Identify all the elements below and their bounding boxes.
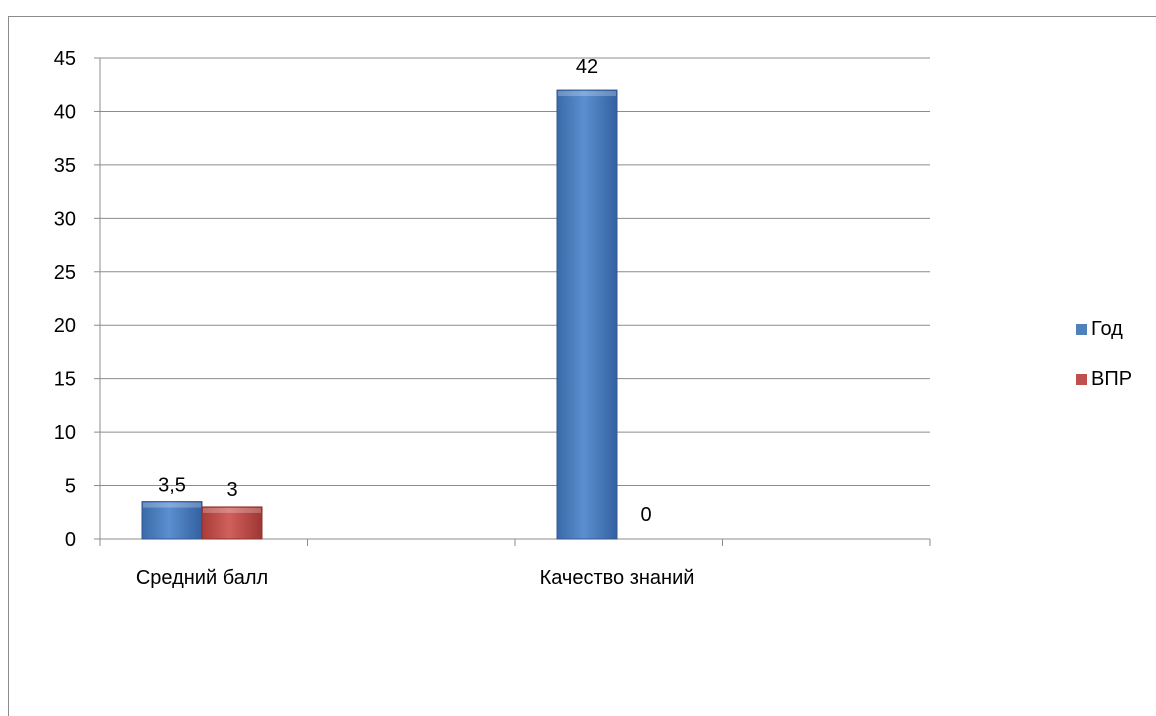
bar-bevel	[203, 507, 261, 513]
data-label: 3	[226, 479, 237, 501]
y-tick-label: 35	[54, 155, 76, 177]
y-tick-label: 10	[54, 422, 76, 444]
legend-swatch-vpr	[1076, 373, 1087, 385]
legend-label-vpr: ВПР	[1091, 367, 1133, 390]
y-tick-label: 25	[54, 262, 76, 284]
bar-god-0	[141, 501, 203, 540]
legend-swatch-god	[1076, 323, 1087, 335]
x-category-label: Средний балл	[136, 567, 268, 589]
y-tick-label: 0	[65, 529, 76, 551]
y-tick-label: 5	[65, 476, 76, 498]
y-tick-label: 15	[54, 369, 76, 391]
labels: 0 5 10 15 20 25 30 35 40 45 3,5 3 Средний балл 42 0 Кач…	[54, 48, 695, 589]
data-label: 3,5	[158, 475, 186, 497]
data-label: 0	[640, 504, 651, 526]
legend-label-god: Год	[1091, 317, 1123, 340]
gridlines	[100, 57, 930, 487]
bar-god-1	[556, 89, 618, 540]
y-tick-label: 45	[54, 48, 76, 70]
bar-chart: 0 5 10 15 20 25 30 35 40 45 3,5 3 Средний балл 42 0 Кач…	[54, 48, 931, 589]
y-tick-label: 30	[54, 208, 76, 230]
legend-item-god: Год	[1076, 316, 1132, 342]
bar-bevel	[558, 91, 616, 97]
axes	[94, 57, 931, 546]
y-tick-label: 20	[54, 315, 76, 337]
bars	[141, 89, 618, 540]
bar-bevel	[143, 502, 201, 508]
y-tick-label: 40	[54, 101, 76, 123]
x-category-label: Качество знаний	[540, 567, 695, 589]
legend-item-vpr: ВПР	[1076, 366, 1132, 392]
legend: Год ВПР	[1076, 316, 1132, 416]
data-label: 42	[576, 56, 598, 78]
bar-vpr-0	[201, 506, 263, 540]
